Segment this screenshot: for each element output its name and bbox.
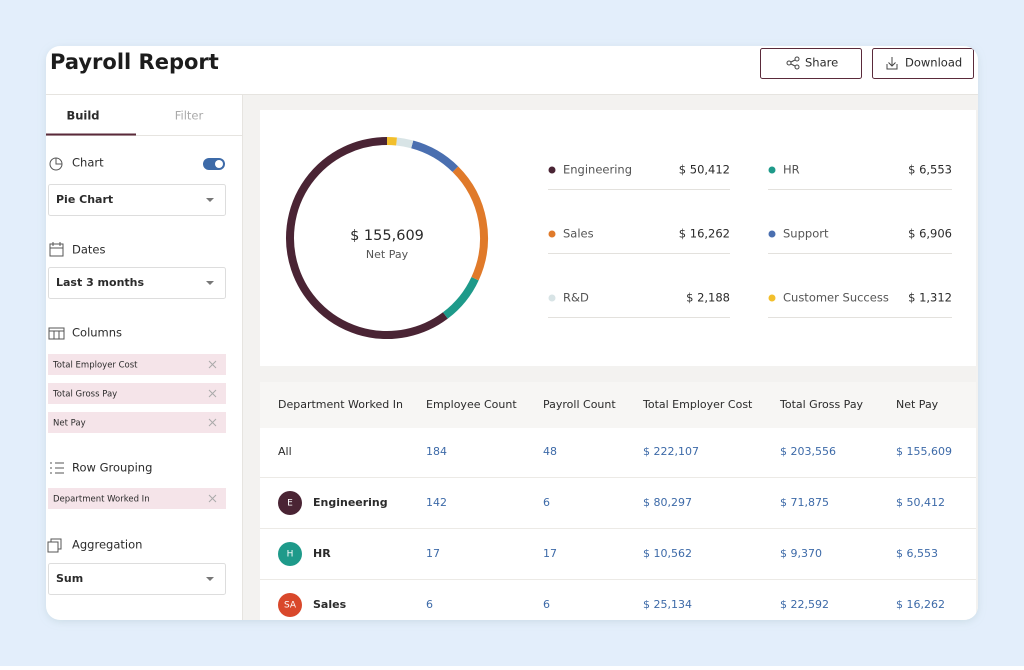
cell-value[interactable]: $ 222,107 <box>643 445 699 458</box>
filter-tab[interactable]: Filter <box>175 109 204 123</box>
cell-value[interactable]: 184 <box>426 445 447 458</box>
avatar-initials: E <box>287 499 293 509</box>
legend-dot <box>769 231 776 238</box>
cell-value[interactable]: $ 25,134 <box>643 598 692 611</box>
legend-dot <box>549 167 556 174</box>
chip-label: Total Employer Cost <box>52 361 138 371</box>
legend-value: $ 16,262 <box>679 227 730 241</box>
legend-name: Customer Success <box>783 291 889 305</box>
dates-dropdown-value: Last 3 months <box>56 276 144 289</box>
columns-label: Columns <box>72 326 122 340</box>
legend-value: $ 1,312 <box>908 291 952 305</box>
cell-value[interactable]: $ 16,262 <box>896 598 945 611</box>
cell-value[interactable]: $ 9,370 <box>780 547 822 560</box>
cell-value[interactable]: 142 <box>426 496 447 509</box>
legend-name: Engineering <box>563 163 632 177</box>
donut-center-value: $ 155,609 <box>350 228 424 244</box>
share-label: Share <box>805 56 838 70</box>
download-label: Download <box>905 56 962 70</box>
legend-value: $ 6,553 <box>908 163 952 177</box>
chart-label: Chart <box>72 156 104 170</box>
cell-value[interactable]: $ 10,562 <box>643 547 692 560</box>
row-grouping-label: Row Grouping <box>72 461 152 475</box>
cell-value[interactable]: 6 <box>543 496 550 509</box>
chart-dropdown-value: Pie Chart <box>56 193 113 206</box>
department-name: HR <box>313 547 331 560</box>
legend-dot <box>549 295 556 302</box>
department-name: Sales <box>313 598 347 611</box>
cell-value[interactable]: $ 50,412 <box>896 496 945 509</box>
build-tab[interactable]: Build <box>66 109 99 123</box>
cell-value[interactable]: $ 155,609 <box>896 445 952 458</box>
legend-dot <box>549 231 556 238</box>
department-name: Engineering <box>313 496 388 509</box>
column-header: Employee Count <box>426 398 517 411</box>
cell-value[interactable]: 6 <box>543 598 550 611</box>
column-header: Payroll Count <box>543 398 616 411</box>
toggle-knob <box>215 160 223 168</box>
legend-value: $ 2,188 <box>686 291 730 305</box>
chip-label: Department Worked In <box>53 495 150 505</box>
legend-name: Support <box>783 227 829 241</box>
donut-segment <box>397 141 413 144</box>
page-title: Payroll Report <box>50 50 219 74</box>
chip-label: Total Gross Pay <box>52 390 117 400</box>
cell-value[interactable]: 17 <box>426 547 440 560</box>
aggregation-dropdown-value: Sum <box>56 572 83 585</box>
cell-value[interactable]: 17 <box>543 547 557 560</box>
chip-label: Net Pay <box>53 419 86 429</box>
column-header: Department Worked In <box>278 398 403 411</box>
legend-name: Sales <box>563 227 594 241</box>
avatar-initials: SA <box>284 601 297 611</box>
legend-value: $ 6,906 <box>908 227 952 241</box>
department-name: All <box>278 445 292 458</box>
legend-name: HR <box>783 163 800 177</box>
legend-dot <box>769 295 776 302</box>
column-header: Total Employer Cost <box>642 398 753 411</box>
cell-value[interactable]: 6 <box>426 598 433 611</box>
aggregation-label: Aggregation <box>72 538 142 552</box>
dates-label: Dates <box>72 243 105 257</box>
legend-name: R&D <box>563 291 589 305</box>
column-header: Total Gross Pay <box>779 398 864 411</box>
donut-center-label: Net Pay <box>366 248 409 261</box>
legend-value: $ 50,412 <box>679 163 730 177</box>
avatar-initials: H <box>287 550 294 560</box>
legend-dot <box>769 167 776 174</box>
cell-value[interactable]: $ 22,592 <box>780 598 829 611</box>
column-header: Net Pay <box>896 398 939 411</box>
cell-value[interactable]: $ 80,297 <box>643 496 692 509</box>
cell-value[interactable]: $ 71,875 <box>780 496 829 509</box>
cell-value[interactable]: $ 6,553 <box>896 547 938 560</box>
cell-value[interactable]: 48 <box>543 445 557 458</box>
cell-value[interactable]: $ 203,556 <box>780 445 836 458</box>
